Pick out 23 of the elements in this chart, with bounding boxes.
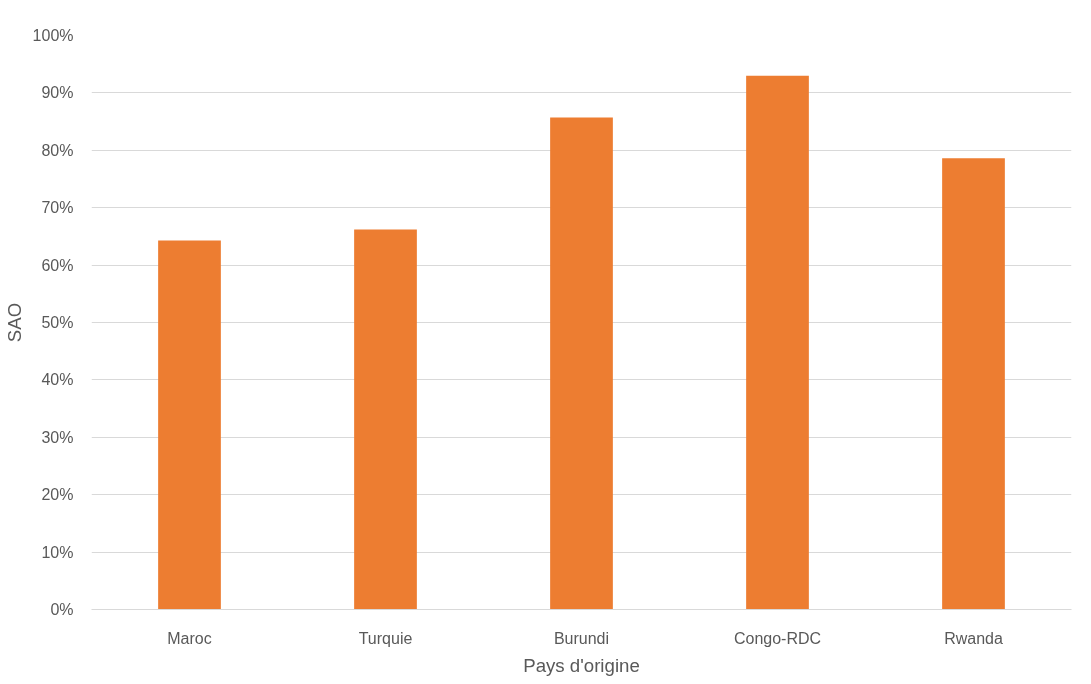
- bar: [746, 75, 809, 610]
- y-tick-label: 100%: [32, 27, 74, 44]
- x-tick-label: Maroc: [167, 629, 212, 647]
- y-tick-label: 0%: [50, 601, 74, 618]
- bar: [354, 229, 417, 610]
- y-tick-label: 20%: [41, 486, 74, 504]
- bar: [942, 158, 1005, 610]
- x-tick-label: Congo-RDC: [733, 629, 822, 647]
- y-tick-label: 70%: [41, 199, 74, 217]
- bar: [550, 117, 613, 610]
- y-tick-label: 60%: [41, 256, 74, 274]
- y-tick-label: 30%: [41, 428, 74, 446]
- x-tick-label: Turquie: [358, 629, 413, 647]
- y-tick-label: 80%: [41, 141, 74, 159]
- x-axis-title: Pays d'origine: [523, 654, 640, 676]
- x-tick-label: Rwanda: [944, 629, 1003, 647]
- y-tick-label: 40%: [41, 371, 74, 389]
- y-tick-label: 50%: [41, 314, 74, 331]
- bar: [158, 240, 221, 610]
- y-axis-title: SAO: [3, 302, 25, 343]
- y-tick-label: 90%: [41, 84, 74, 102]
- x-tick-label: Burundi: [553, 629, 610, 647]
- y-tick-label: 10%: [41, 543, 74, 561]
